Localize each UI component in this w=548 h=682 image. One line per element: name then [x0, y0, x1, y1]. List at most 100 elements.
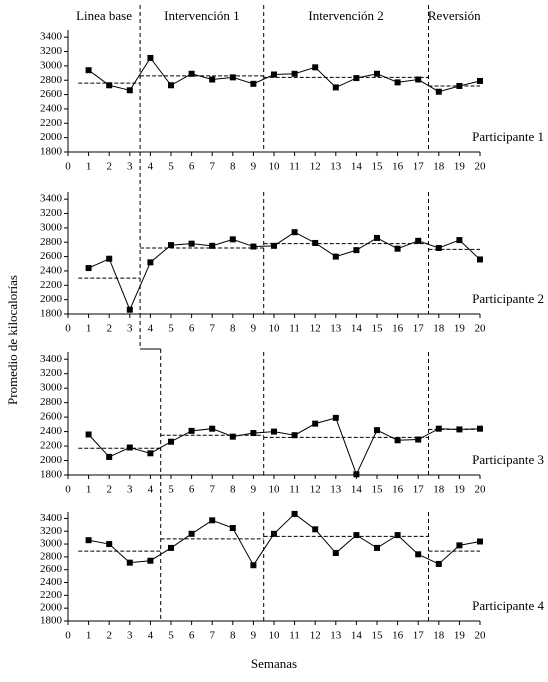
phase-label: Reversión: [428, 8, 481, 23]
x-tick-label: 5: [168, 484, 174, 496]
x-tick-label: 12: [310, 323, 321, 335]
x-tick-label: 18: [433, 484, 445, 496]
y-tick-label: 3200: [40, 525, 63, 537]
x-tick-label: 8: [230, 161, 236, 173]
x-tick-label: 19: [454, 630, 466, 642]
x-tick-label: 10: [269, 630, 281, 642]
x-tick-label: 19: [454, 484, 466, 496]
x-tick-label: 5: [168, 323, 174, 335]
x-tick-label: 15: [372, 484, 384, 496]
data-point: [374, 427, 380, 434]
data-point: [435, 88, 442, 95]
y-tick-label: 2200: [40, 279, 63, 291]
data-point: [126, 559, 133, 566]
data-point: [332, 84, 339, 91]
data-point: [250, 80, 257, 87]
x-tick-label: 2: [106, 323, 112, 335]
x-tick-label: 16: [392, 161, 404, 173]
x-tick-label: 15: [372, 161, 384, 173]
data-point: [477, 256, 483, 263]
x-tick-label: 13: [330, 161, 342, 173]
x-tick-label: 0: [65, 630, 71, 642]
data-point: [106, 541, 113, 548]
x-tick-label: 2: [106, 161, 112, 173]
data-point: [209, 425, 216, 432]
x-tick-label: 1: [86, 630, 92, 642]
data-point: [250, 430, 257, 437]
data-point: [415, 76, 422, 83]
x-tick-label: 15: [372, 323, 384, 335]
y-tick-label: 2400: [40, 102, 63, 114]
data-line: [88, 513, 481, 567]
x-tick-label: 17: [413, 161, 425, 173]
data-point: [332, 414, 339, 421]
data-point: [415, 436, 422, 443]
data-point: [209, 517, 216, 524]
data-point: [353, 247, 360, 254]
phase-label: Intervención 2: [308, 8, 383, 23]
x-tick-label: 0: [65, 484, 71, 496]
x-tick-label: 3: [127, 323, 133, 335]
data-point: [85, 67, 92, 74]
x-tick-label: 4: [148, 161, 154, 173]
data-point: [126, 87, 133, 94]
data-point: [394, 437, 401, 444]
y-tick-label: 2400: [40, 264, 63, 276]
x-tick-label: 5: [168, 630, 174, 642]
data-point: [312, 64, 319, 71]
y-tick-label: 3200: [40, 207, 63, 219]
x-tick-label: 9: [251, 630, 257, 642]
data-point: [85, 265, 92, 272]
data-point: [456, 426, 463, 433]
x-tick-label: 1: [86, 323, 92, 335]
data-point: [312, 526, 319, 533]
data-point: [456, 237, 463, 244]
x-tick-label: 20: [475, 630, 487, 642]
data-line: [88, 231, 481, 311]
x-tick-label: 13: [330, 630, 342, 642]
x-tick-label: 12: [310, 484, 321, 496]
y-tick-label: 3000: [40, 221, 63, 233]
data-point: [477, 538, 483, 545]
x-tick-label: 6: [189, 630, 195, 642]
x-tick-label: 20: [475, 161, 487, 173]
x-tick-label: 8: [230, 484, 236, 496]
y-tick-label: 3000: [40, 382, 63, 394]
panel-title: Participante 4: [472, 598, 544, 613]
x-tick-label: 3: [127, 630, 133, 642]
data-point: [229, 525, 236, 532]
data-point: [291, 510, 298, 517]
data-point: [332, 253, 339, 260]
x-tick-label: 7: [209, 323, 215, 335]
data-line: [88, 417, 481, 476]
data-point: [312, 420, 319, 427]
data-point: [374, 234, 380, 241]
x-tick-label: 0: [65, 323, 71, 335]
data-point: [374, 70, 380, 77]
data-point: [271, 428, 277, 435]
x-tick-label: 6: [189, 161, 195, 173]
data-point: [271, 530, 277, 537]
x-tick-label: 17: [413, 323, 425, 335]
data-point: [209, 242, 216, 249]
data-point: [353, 471, 360, 478]
x-tick-label: 7: [209, 630, 215, 642]
y-tick-label: 2600: [40, 411, 63, 423]
x-tick-label: 2: [106, 630, 112, 642]
x-tick-label: 9: [251, 161, 257, 173]
x-tick-label: 9: [251, 323, 257, 335]
x-tick-label: 19: [454, 323, 466, 335]
x-tick-label: 16: [392, 323, 404, 335]
x-tick-label: 1: [86, 161, 92, 173]
y-tick-label: 3000: [40, 538, 63, 550]
data-point: [456, 542, 463, 549]
x-tick-label: 11: [289, 484, 300, 496]
data-point: [188, 70, 195, 77]
y-tick-label: 1800: [40, 146, 63, 158]
y-tick-label: 1800: [40, 308, 63, 320]
data-point: [250, 562, 257, 569]
y-axis-label: Promedio de kilocalorías: [5, 275, 20, 405]
x-tick-label: 11: [289, 161, 300, 173]
x-tick-label: 4: [148, 323, 154, 335]
